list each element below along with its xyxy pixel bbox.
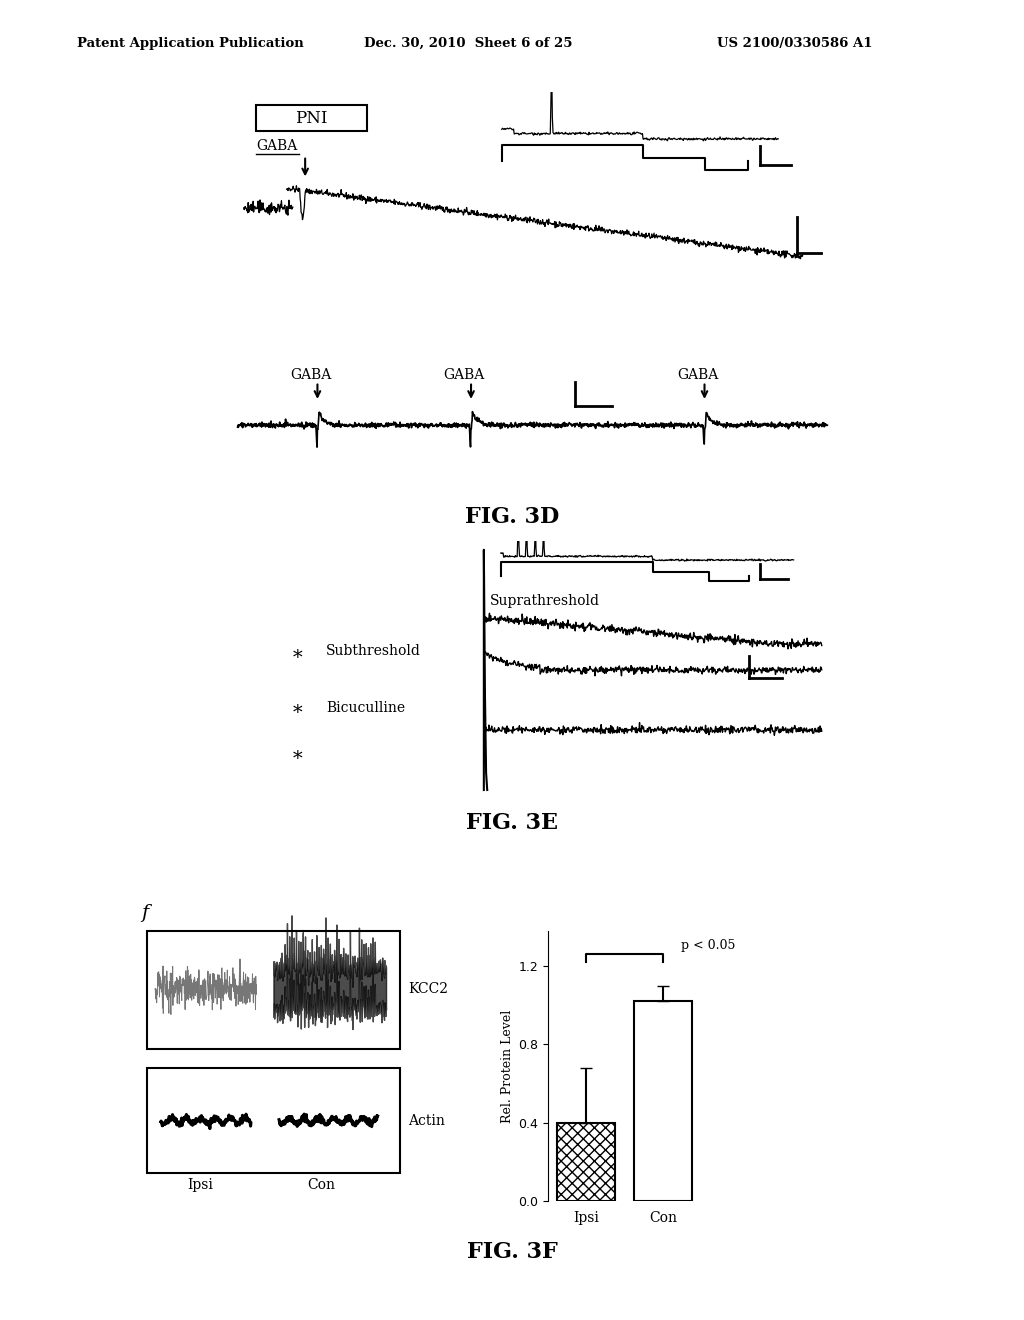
- Text: p < 0.05: p < 0.05: [682, 939, 736, 952]
- Text: Subthreshold: Subthreshold: [326, 644, 421, 659]
- Text: FIG. 3D: FIG. 3D: [465, 506, 559, 528]
- Text: FIG. 3E: FIG. 3E: [466, 812, 558, 834]
- Bar: [634, 1001, 692, 1201]
- Text: f: f: [141, 904, 148, 923]
- Bar: [146, 1068, 400, 1173]
- Text: KCC2: KCC2: [409, 982, 449, 995]
- Text: Patent Application Publication: Patent Application Publication: [77, 37, 303, 50]
- Bar: [557, 1123, 615, 1201]
- Text: *: *: [293, 649, 302, 667]
- Text: Dec. 30, 2010  Sheet 6 of 25: Dec. 30, 2010 Sheet 6 of 25: [364, 37, 572, 50]
- Text: GABA: GABA: [677, 368, 718, 383]
- Text: *: *: [293, 704, 302, 722]
- Bar: [256, 106, 367, 131]
- Text: *: *: [293, 750, 302, 768]
- Text: Bicuculline: Bicuculline: [326, 701, 406, 714]
- Bar: [146, 931, 400, 1049]
- Y-axis label: Rel. Protein Level: Rel. Protein Level: [501, 1010, 514, 1122]
- Text: FIG. 3F: FIG. 3F: [467, 1241, 557, 1263]
- Text: GABA: GABA: [256, 139, 297, 153]
- Text: Suprathreshold: Suprathreshold: [489, 594, 599, 609]
- Text: Con: Con: [307, 1179, 335, 1192]
- Text: Actin: Actin: [409, 1114, 445, 1127]
- Text: US 2100/0330586 A1: US 2100/0330586 A1: [717, 37, 872, 50]
- Text: Ipsi: Ipsi: [187, 1179, 213, 1192]
- Text: PNI: PNI: [295, 110, 328, 127]
- Text: GABA: GABA: [443, 368, 484, 383]
- Text: GABA: GABA: [290, 368, 331, 383]
